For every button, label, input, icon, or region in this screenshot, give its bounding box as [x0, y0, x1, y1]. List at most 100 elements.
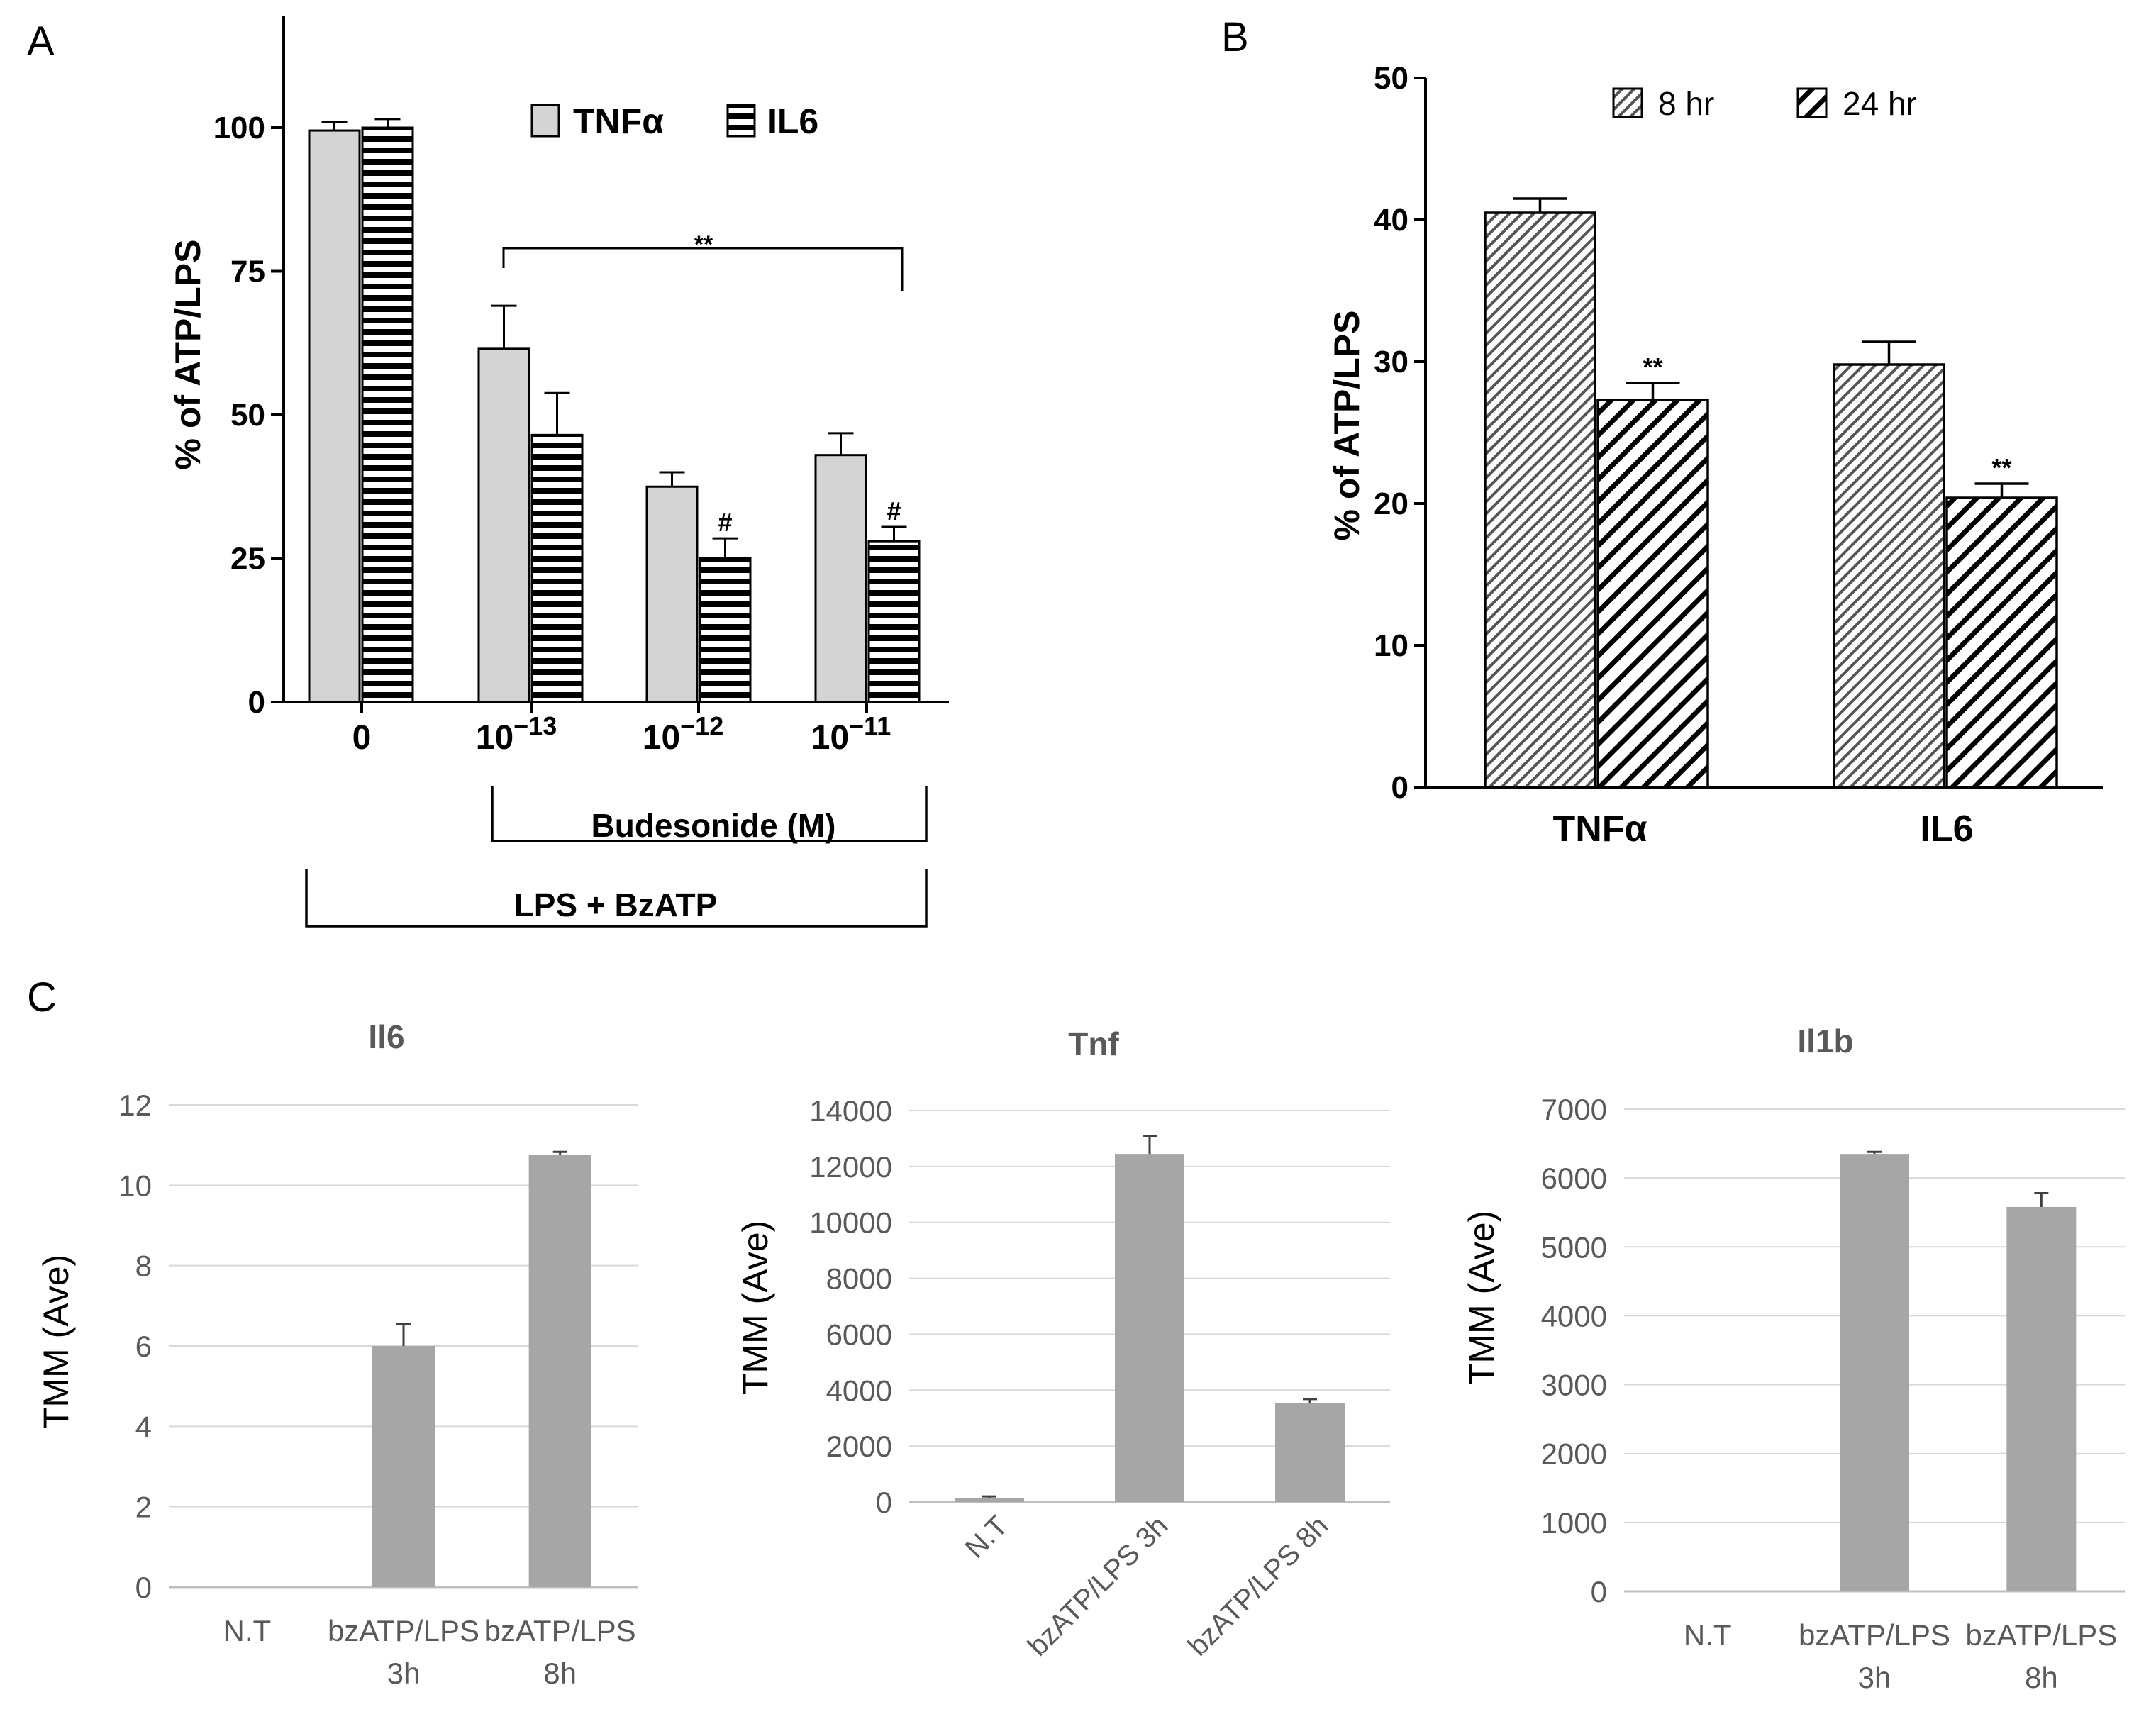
bar-c1-2	[528, 1155, 591, 1587]
y-tick-label-b-2: 20	[1374, 486, 1408, 521]
lps-bzatp-bracket	[305, 869, 928, 928]
x-tick-label-c3-1-0: bzATP/LPS	[1799, 1618, 1950, 1652]
y-tick-label-b-0: 0	[1391, 770, 1408, 805]
x-tick-exponent-a-1: −13	[513, 711, 557, 740]
bar-a-il6-2	[699, 557, 752, 703]
x-tick-label-a-3: 10−11	[811, 711, 891, 757]
x-tick-exponent-a-3: −11	[849, 711, 891, 740]
chart-il6: Il6 TMM (Ave) 0 2 4 6 8 10 12 N.T bzATP/LPS 3h bz…	[36, 1018, 638, 1690]
bar-a-tnf-0	[308, 129, 361, 703]
x-tick-label-c1-1-0: bzATP/LPS	[328, 1614, 479, 1647]
chart-title-il1b: Il1b	[1797, 1023, 1853, 1059]
legend-label-8hr: 8 hr	[1658, 85, 1714, 122]
x-tick-base-a-3: 10	[811, 719, 849, 757]
y-tick-label-c2-2: 4000	[826, 1374, 892, 1407]
x-tick-label-b-1: IL6	[1920, 808, 1973, 850]
y-tick-label-c1-1: 2	[135, 1491, 152, 1524]
significance-label-a: **	[694, 231, 713, 258]
chart-il1b: Il1b TMM (Ave) 0 1000 2000 3000 4000 5000 6000…	[1462, 1023, 2125, 1694]
y-tick-label-c2-5: 10000	[809, 1206, 892, 1240]
x-tick-label-c1-0-0: N.T	[223, 1614, 272, 1647]
chart-tnf: Tnf TMM (Ave) 0 2000 4000 6000 8000 10000 1200…	[735, 1025, 1390, 1662]
x-tick-label-c2-2: bzATP/LPS 8h	[1182, 1510, 1335, 1662]
bar-a-tnf-1	[477, 347, 530, 703]
x-tick-label-c1-2-0: bzATP/LPS	[484, 1614, 636, 1647]
legend-swatch-il6	[726, 104, 756, 138]
bar-b-1-0	[1596, 399, 1709, 789]
y-tick-label-c3-6: 6000	[1541, 1162, 1607, 1195]
y-tick-label-b-5: 50	[1374, 61, 1408, 96]
x-tick-label-c2-1: bzATP/LPS 3h	[1022, 1510, 1174, 1662]
y-tick-label-c2-4: 8000	[826, 1262, 892, 1296]
y-tick-label-b-3: 30	[1374, 345, 1408, 379]
x-tick-base-a-1: 10	[476, 719, 513, 757]
y-tick-label-c1-6: 12	[118, 1089, 152, 1122]
y-tick-label-c2-6: 12000	[809, 1150, 892, 1184]
y-axis-label-tnf: TMM (Ave)	[735, 1220, 775, 1395]
x-tick-label-b-0: TNFα	[1552, 808, 1647, 850]
x-tick-base-a-2: 10	[643, 719, 680, 757]
bar-c3-2	[2006, 1206, 2077, 1591]
legend-swatch-tnf	[530, 104, 560, 138]
y-tick-label-a-0: 0	[248, 685, 265, 720]
y-tick-label-c1-2: 4	[135, 1410, 152, 1443]
bar-c2-1	[1115, 1154, 1184, 1502]
bar-a-il6-1	[530, 433, 584, 703]
y-tick-label-a-4: 100	[213, 111, 265, 145]
y-tick-label-c1-5: 10	[118, 1169, 152, 1202]
bar-c1-1	[372, 1346, 435, 1587]
y-tick-label-a-1: 25	[230, 542, 265, 577]
y-axis-label-il6: TMM (Ave)	[36, 1255, 76, 1429]
x-tick-label-c3-1-1: 3h	[1858, 1661, 1891, 1694]
y-tick-label-c3-0: 0	[1591, 1575, 1607, 1608]
bar-a-tnf-3	[814, 454, 867, 703]
x-tick-label-a-1: 10−13	[476, 711, 557, 757]
bar-b-0-0	[1484, 211, 1596, 789]
bar-c2-2	[1275, 1403, 1345, 1502]
bar-c2-0	[955, 1498, 1024, 1502]
y-tick-label-c3-4: 4000	[1541, 1299, 1607, 1333]
x-tick-label-c3-2-0: bzATP/LPS	[1965, 1618, 2117, 1652]
significance-bracket-a	[502, 247, 904, 291]
y-axis-label-a: % of ATP/LPS	[168, 240, 208, 470]
annotation-b-1-0: **	[1643, 352, 1662, 382]
y-tick-label-c1-4: 8	[135, 1250, 152, 1283]
y-tick-label-c3-7: 7000	[1541, 1093, 1607, 1126]
legend-label-tnf: TNFα	[573, 101, 664, 141]
y-tick-label-c3-5: 5000	[1541, 1230, 1607, 1264]
y-tick-label-c3-1: 1000	[1541, 1506, 1607, 1540]
annotation-b-1-1: **	[1991, 453, 2011, 482]
legend-swatch-8hr	[1612, 87, 1643, 118]
y-tick-label-c2-0: 0	[876, 1486, 892, 1519]
y-axis-label-il1b: TMM (Ave)	[1462, 1211, 1501, 1385]
annotation-a-1-3: #	[887, 496, 901, 525]
x-tick-exponent-a-2: −12	[680, 711, 723, 740]
panel-label-b: B	[1221, 14, 1249, 60]
y-tick-label-c2-7: 14000	[809, 1094, 892, 1128]
x-tick-label-c3-2-1: 8h	[2025, 1661, 2058, 1694]
annotation-a-1-2: #	[718, 508, 732, 537]
budesonide-bracket	[491, 786, 928, 842]
bar-b-0-1	[1833, 363, 1945, 789]
x-tick-label-a-0: 0	[352, 719, 372, 757]
panel-label-a: A	[27, 18, 55, 65]
bar-a-il6-3	[867, 540, 921, 703]
bar-a-il6-0	[361, 126, 414, 703]
legend-swatch-24hr	[1796, 87, 1828, 118]
y-tick-label-a-3: 75	[230, 255, 265, 289]
y-tick-label-c1-0: 0	[135, 1571, 152, 1604]
y-tick-label-c2-3: 6000	[826, 1318, 892, 1351]
x-tick-label-a-2: 10−12	[643, 711, 723, 757]
x-tick-base-a-0: 0	[352, 719, 372, 757]
chart-title-il6: Il6	[368, 1018, 404, 1055]
budesonide-label: Budesonide (M)	[591, 807, 836, 844]
panel-label-c: C	[27, 974, 57, 1020]
y-tick-label-c1-3: 6	[135, 1330, 152, 1363]
x-tick-label-c1-2-1: 8h	[543, 1657, 577, 1690]
x-tick-label-c2-0: N.T	[960, 1510, 1014, 1564]
chart-title-tnf: Tnf	[1068, 1025, 1119, 1062]
bar-c3-1	[1840, 1154, 1909, 1591]
